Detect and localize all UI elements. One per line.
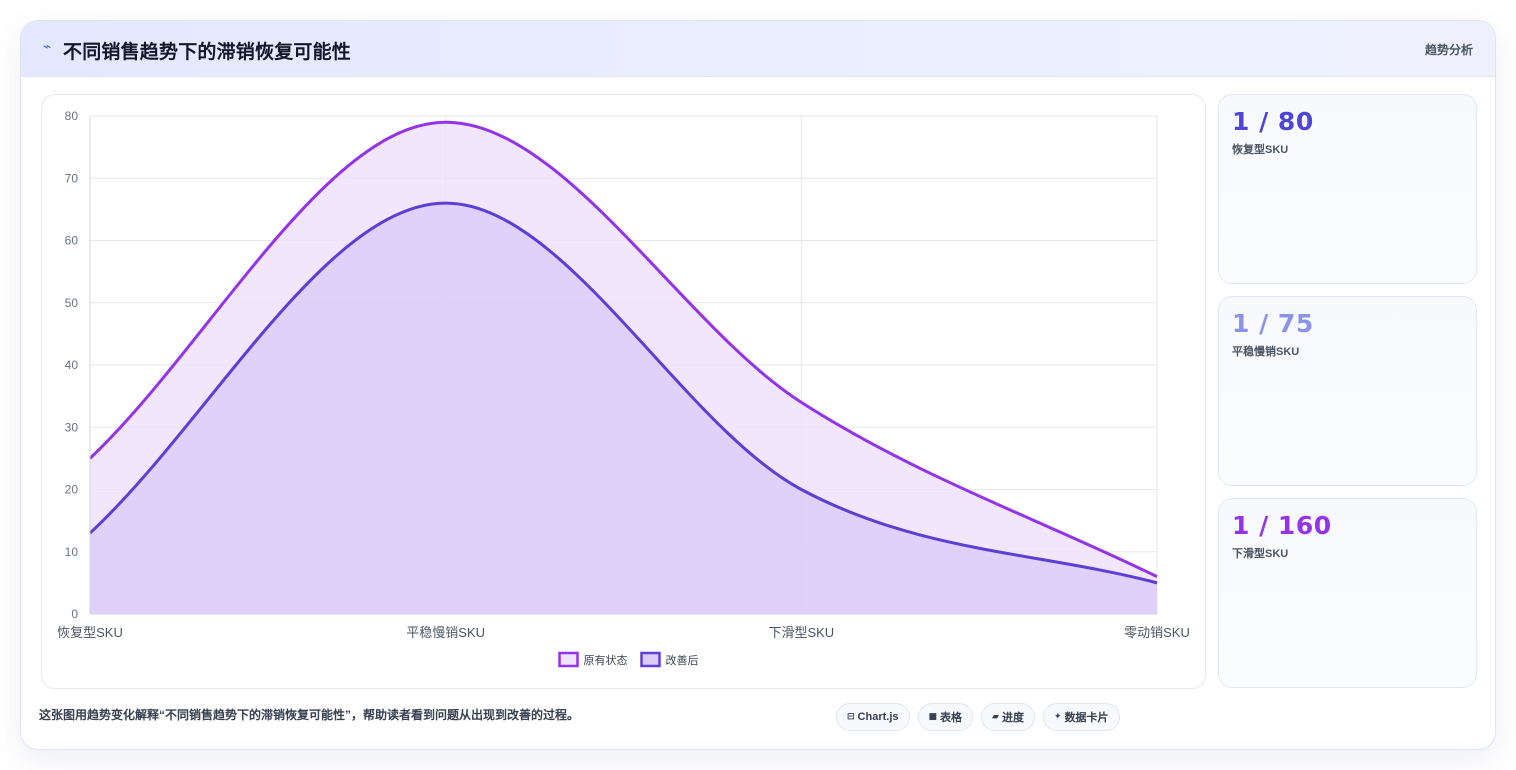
pill-progress[interactable]: ▰ 进度 [981,703,1035,731]
stat-label: 下滑型SKU [1232,548,1289,560]
legend-swatch-1 [640,651,661,668]
series-line-1 [88,201,1158,585]
y-tick-label: 70 [65,171,79,185]
pill-label: 进度 [1001,712,1024,724]
pill-table[interactable]: ■ 表格 [917,703,974,731]
pill-label: 表格 [940,712,963,724]
feature-pills: ⊟ Chart.js ■ 表格 ▰ 进度 ✦ 数据卡片 [836,703,1120,731]
stat-value: 1 / 75 [1232,309,1314,338]
dashboard-card: ⌁ 不同销售趋势下的滞销恢复可能性 趋势分析 0 10 20 30 40 50 60 70 80… [20,20,1496,750]
pill-label: Chart.js [857,711,899,723]
legend-label-1: 改善后 [666,653,699,667]
stat-label: 平稳慢销SKU [1232,346,1300,358]
page-title: 不同销售趋势下的滞销恢复可能性 [63,42,352,63]
stat-value: 1 / 160 [1232,511,1332,540]
chart-description: 这张图用趋势变化解释“不同销售趋势下的滞销恢复可能性”，帮助读者看到问题从出现到… [39,708,580,722]
x-tick-label: 下滑型SKU [768,625,834,640]
stat-card-recovery: 1 / 80 恢复型SKU [1218,94,1477,284]
stat-card-steady: 1 / 75 平稳慢销SKU [1218,296,1477,486]
stat-card-declining: 1 / 160 下滑型SKU [1218,498,1477,688]
series-line-0 [88,120,1158,578]
stat-value: 1 / 80 [1232,107,1314,136]
y-tick-label: 60 [65,234,79,248]
chart-panel: 0 10 20 30 40 50 60 70 80 恢复型SKU 平稳慢销SKU 下滑型SKU 零动销S… [41,94,1206,689]
category-tag: 趋势分析 [1424,43,1473,57]
y-tick-label: 80 [65,109,79,123]
pill-chartjs[interactable]: ⊟ Chart.js [836,703,910,731]
stat-label: 恢复型SKU [1232,144,1289,156]
y-tick-label: 50 [65,296,79,310]
y-tick-label: 20 [65,483,79,497]
progress-icon: ▰ [992,712,999,722]
y-tick-label: 10 [65,545,79,559]
series-area-1 [90,203,1157,614]
table-icon: ■ [928,712,938,722]
y-tick-label: 0 [71,607,78,621]
area-chart: 0 10 20 30 40 50 60 70 80 恢复型SKU 平稳慢销SKU 下滑型SKU 零动销S… [57,109,1190,668]
window-icon: ⊟ [847,712,855,722]
legend-swatch-0 [558,651,579,668]
x-tick-label: 零动销SKU [1124,625,1190,640]
pill-data-cards[interactable]: ✦ 数据卡片 [1042,703,1120,731]
trend-line-icon: ⌁ [43,39,52,55]
x-tick-label: 恢复型SKU [57,625,123,640]
x-tick-label: 平稳慢销SKU [406,625,485,640]
legend-label-0: 原有状态 [584,653,628,667]
sparkle-icon: ✦ [1053,712,1062,722]
pill-label: 数据卡片 [1064,712,1109,724]
card-header: ⌁ 不同销售趋势下的滞销恢复可能性 趋势分析 [21,21,1495,77]
y-tick-label: 40 [65,358,79,372]
y-tick-label: 30 [65,420,79,434]
